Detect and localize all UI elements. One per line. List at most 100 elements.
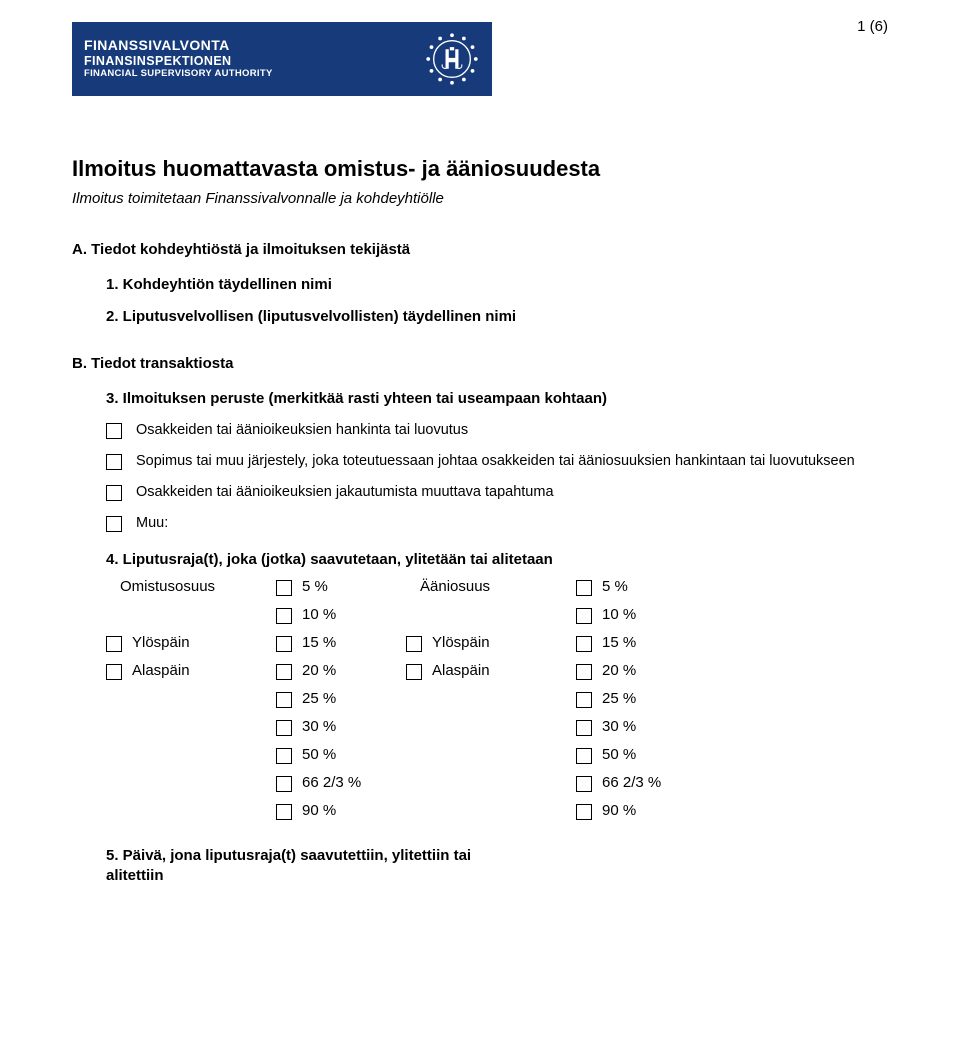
option-row: Sopimus tai muu järjestely, joka toteutu… [106,452,888,471]
option-text: Osakkeiden tai äänioikeuksien jakautumis… [136,483,554,502]
pct-text: 15 % [302,634,336,651]
pct-text: 50 % [302,746,336,763]
item-1: 1. Kohdeyhtiön täydellinen nimi [106,276,888,293]
pct-cell: 15 % [276,634,406,652]
checkbox[interactable] [276,720,292,736]
pct-text: 66 2/3 % [302,774,361,791]
direction-up-right: Ylöspäin [406,634,576,652]
checkbox[interactable] [576,636,592,652]
option-row: Muu: [106,514,888,533]
pct-cell: 50 % [276,746,406,764]
org-line1: FINANSSIVALVONTA [84,38,273,54]
direction-down-right: Alaspäin [406,662,576,680]
checkbox[interactable] [576,664,592,680]
checkbox[interactable] [276,608,292,624]
option-text: Sopimus tai muu järjestely, joka toteutu… [136,452,855,471]
pct-cell: 20 % [276,662,406,680]
section-a-heading: A. Tiedot kohdeyhtiöstä ja ilmoituksen t… [72,241,888,258]
dir-text: Ylöspäin [432,634,490,651]
pct-cell: 25 % [576,690,686,708]
checkbox[interactable] [106,516,122,532]
checkbox[interactable] [276,748,292,764]
checkbox[interactable] [106,454,122,470]
pct-text: 20 % [602,662,636,679]
checkbox[interactable] [576,580,592,596]
pct-cell: 15 % [576,634,686,652]
pct-text: 50 % [602,746,636,763]
page: 1 (6) FINANSSIVALVONTA FINANSINSPEKTIONE… [0,0,960,1043]
pct-text: 5 % [602,578,628,595]
pct-text: 5 % [302,578,328,595]
org-text: FINANSSIVALVONTA FINANSINSPEKTIONEN FINA… [84,38,273,79]
item-5-heading: 5. Päivä, jona liputusraja(t) saavutetti… [106,846,526,887]
pct-text: 66 2/3 % [602,774,661,791]
dir-text: Ylöspäin [132,634,190,651]
header-banner: FINANSSIVALVONTA FINANSINSPEKTIONEN FINA… [72,22,492,96]
voting-label: Ääniosuus [406,578,576,595]
dir-text: Alaspäin [432,662,490,679]
checkbox[interactable] [406,636,422,652]
checkbox[interactable] [276,776,292,792]
pct-cell: 5 % [576,578,686,596]
checkbox[interactable] [576,776,592,792]
pct-cell: 66 2/3 % [276,774,406,792]
pct-cell: 90 % [576,802,686,820]
emblem-icon [424,31,480,87]
checkbox[interactable] [576,804,592,820]
pct-cell: 90 % [276,802,406,820]
option-row: Osakkeiden tai äänioikeuksien hankinta t… [106,421,888,440]
option-text: Osakkeiden tai äänioikeuksien hankinta t… [136,421,468,440]
option-row: Osakkeiden tai äänioikeuksien jakautumis… [106,483,888,502]
checkbox[interactable] [276,804,292,820]
checkbox[interactable] [576,720,592,736]
checkbox[interactable] [576,692,592,708]
pct-text: 10 % [302,606,336,623]
pct-text: 20 % [302,662,336,679]
checkbox[interactable] [106,423,122,439]
item-3: 3. Ilmoituksen peruste (merkitkää rasti … [106,390,888,407]
pct-cell: 30 % [276,718,406,736]
pct-cell: 50 % [576,746,686,764]
item-4-heading: 4. Liputusraja(t), joka (jotka) saavutet… [106,551,888,568]
item-3-options: Osakkeiden tai äänioikeuksien hankinta t… [106,421,888,532]
org-line3: FINANCIAL SUPERVISORY AUTHORITY [84,69,273,80]
item-5-block: 5. Päivä, jona liputusraja(t) saavutetti… [106,846,888,887]
subtitle: Ilmoitus toimitetaan Finanssivalvonnalle… [72,190,888,207]
checkbox[interactable] [276,692,292,708]
checkbox[interactable] [576,608,592,624]
checkbox[interactable] [106,485,122,501]
pct-cell: 10 % [276,606,406,624]
pct-text: 90 % [302,802,336,819]
pct-cell: 66 2/3 % [576,774,686,792]
threshold-grid: Omistusosuus 5 % Ääniosuus 5 % 10 % 10 %… [106,578,888,820]
pct-text: 90 % [602,802,636,819]
org-line2: FINANSINSPEKTIONEN [84,54,273,68]
checkbox[interactable] [106,636,122,652]
pct-cell: 30 % [576,718,686,736]
pct-cell: 20 % [576,662,686,680]
checkbox[interactable] [576,748,592,764]
checkbox[interactable] [106,664,122,680]
direction-up-left: Ylöspäin [106,634,276,652]
page-number: 1 (6) [857,18,888,35]
ownership-label: Omistusosuus [106,578,276,595]
pct-text: 10 % [602,606,636,623]
item-2-text: 2. Liputusvelvollisen (liputusvelvollist… [106,308,516,325]
checkbox[interactable] [276,636,292,652]
pct-cell: 25 % [276,690,406,708]
pct-text: 30 % [602,718,636,735]
checkbox[interactable] [276,580,292,596]
pct-cell: 10 % [576,606,686,624]
item-2: 2. Liputusvelvollisen (liputusvelvollist… [106,307,888,327]
checkbox[interactable] [276,664,292,680]
pct-text: 30 % [302,718,336,735]
dir-text: Alaspäin [132,662,190,679]
page-title: Ilmoitus huomattavasta omistus- ja äänio… [72,156,888,182]
item-4-block: 4. Liputusraja(t), joka (jotka) saavutet… [106,551,888,820]
pct-text: 25 % [602,690,636,707]
checkbox[interactable] [406,664,422,680]
direction-down-left: Alaspäin [106,662,276,680]
option-text: Muu: [136,514,168,533]
pct-text: 25 % [302,690,336,707]
pct-cell: 5 % [276,578,406,596]
